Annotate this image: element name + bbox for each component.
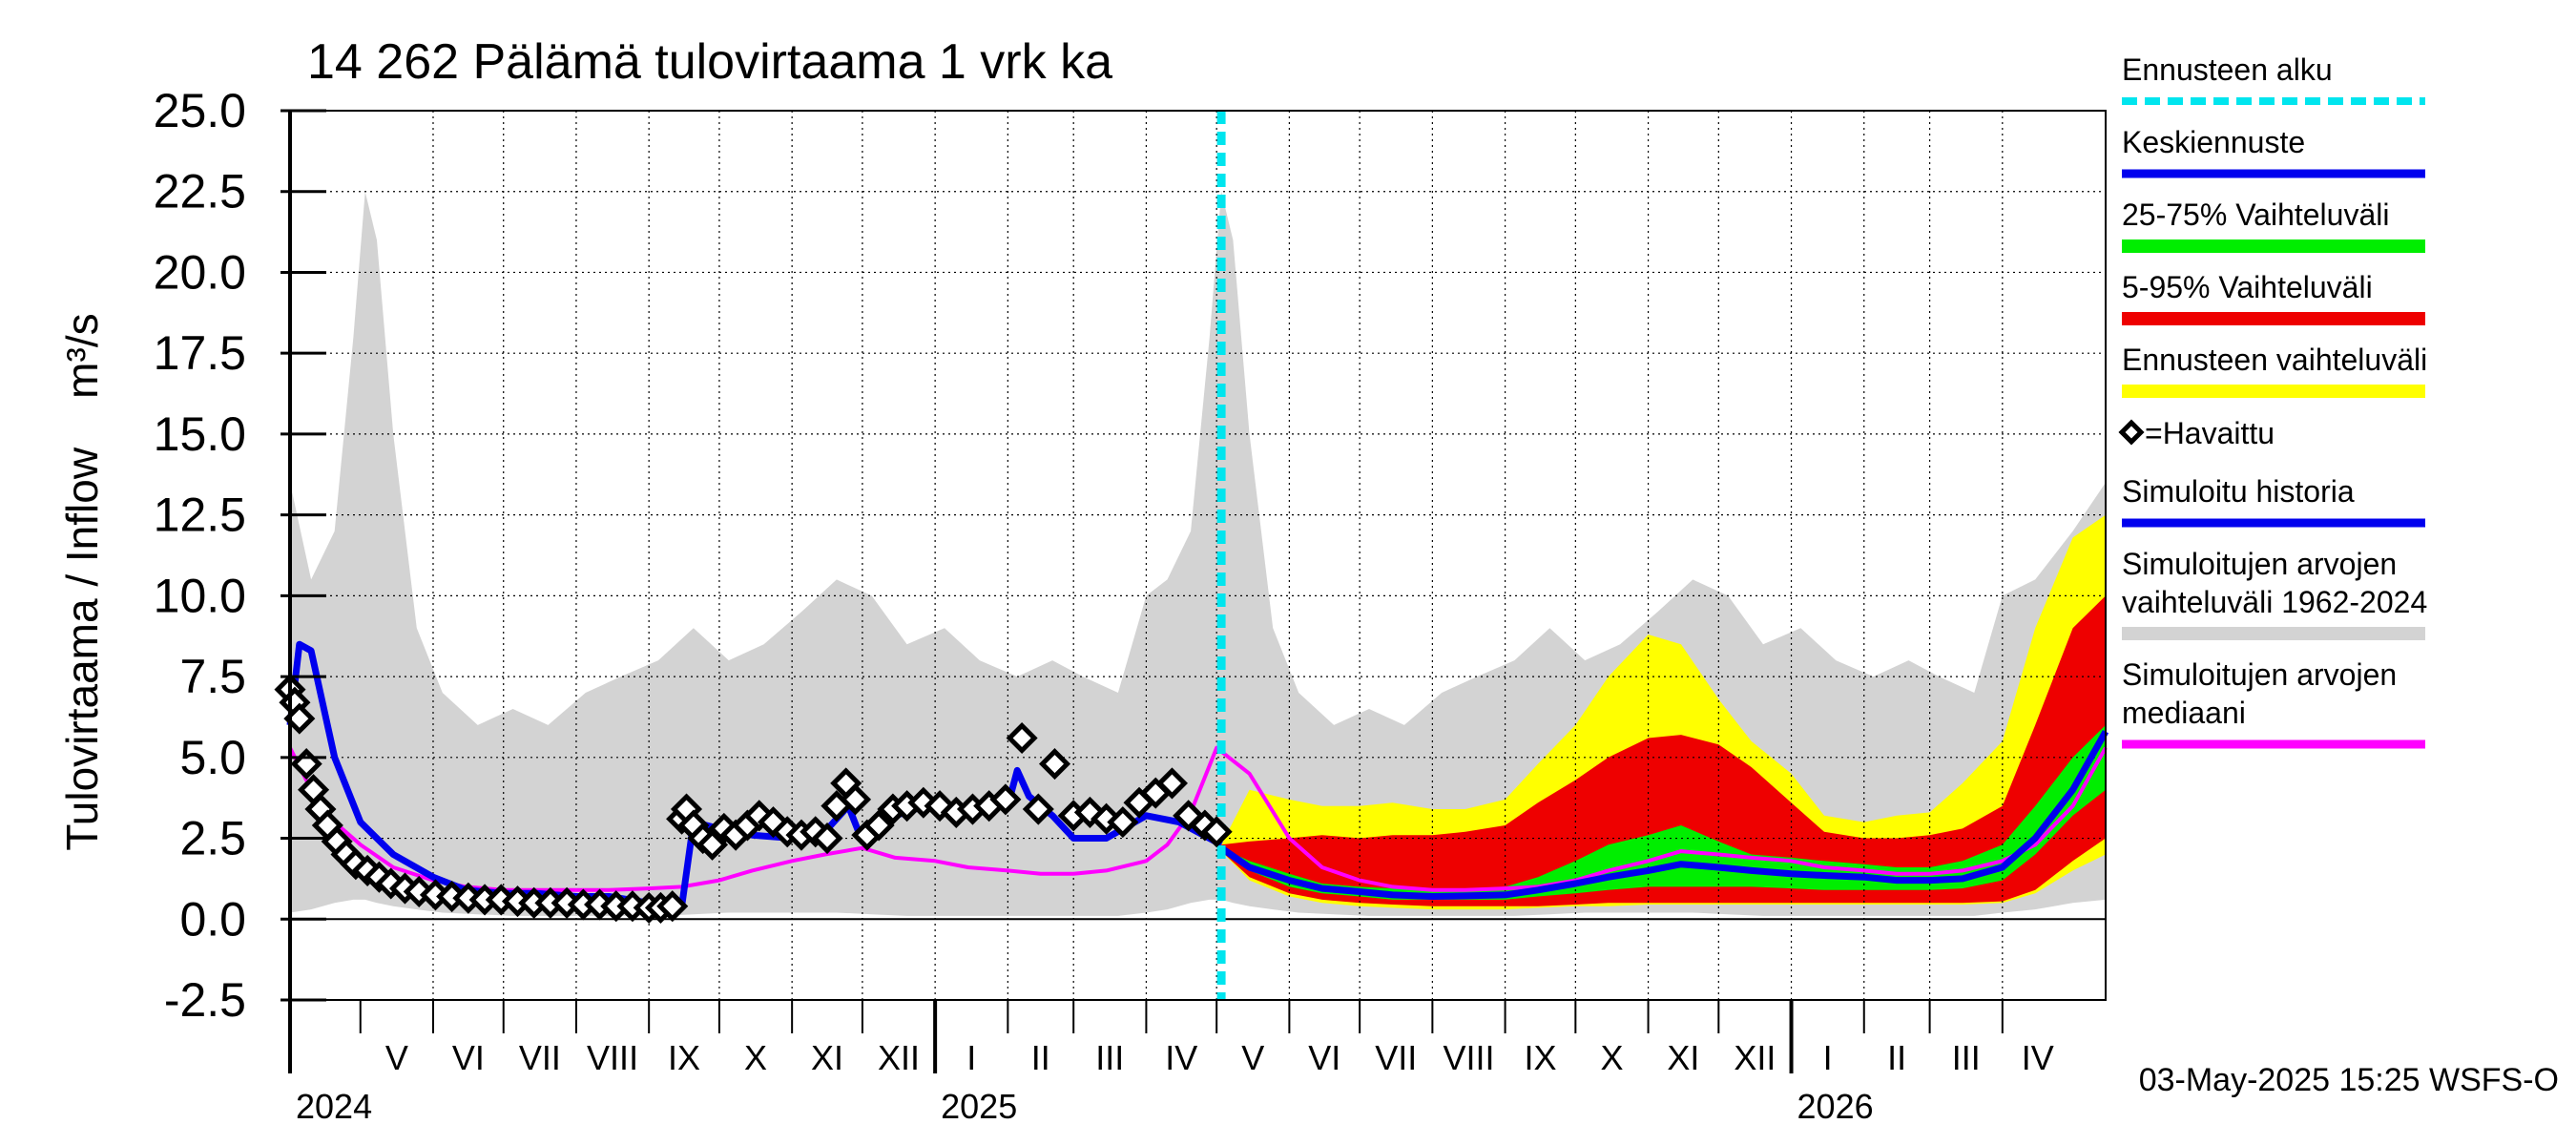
legend-label: 25-75% Vaihteluväli: [2122, 198, 2389, 232]
legend-label: Keskiennuste: [2122, 125, 2305, 159]
legend-label: =Havaittu: [2145, 416, 2275, 450]
x-tick-label: VI: [452, 1038, 485, 1077]
legend-item-ennusteen-alku: Ennusteen alku: [2122, 52, 2425, 105]
y-tick-label: 10.0: [154, 569, 246, 622]
legend-label: Simuloitujen arvojen: [2122, 547, 2397, 581]
x-tick-label: I: [1823, 1038, 1833, 1077]
x-tick-label: IX: [1524, 1038, 1556, 1077]
y-tick-label: 15.0: [154, 407, 246, 461]
observed-marker: [811, 822, 843, 855]
y-tick-label: 12.5: [154, 489, 246, 542]
observed-marker: [840, 783, 872, 816]
legend-item-5-95-vaihteluv-li: 5-95% Vaihteluväli: [2122, 270, 2425, 325]
y-tick-label: 5.0: [179, 731, 246, 784]
footer-timestamp: 03-May-2025 15:25 WSFS-O: [2139, 1062, 2559, 1098]
x-tick-label: III: [1952, 1038, 1981, 1077]
legend-marker: [2118, 419, 2145, 446]
band-5-95-vaihteluv-li: [1221, 595, 2106, 906]
x-tick-label: XII: [1734, 1038, 1776, 1077]
observed-marker: [1022, 793, 1054, 825]
legend-item-simuloitujen-arvojen-mediaani: Simuloitujen arvojen mediaani: [2122, 657, 2425, 749]
x-tick-label: IX: [668, 1038, 700, 1077]
y-tick-label: 2.5: [179, 812, 246, 865]
x-tick-label: I: [966, 1038, 976, 1077]
legend-label: mediaani: [2122, 696, 2246, 730]
x-tick-label: XI: [1667, 1038, 1699, 1077]
observed-marker: [656, 890, 689, 923]
observed-marker: [1107, 806, 1139, 839]
line-keskiennuste: [1219, 729, 2109, 900]
plot-frame: [288, 110, 2107, 1073]
legend-item-havaittu: =Havaittu: [2118, 416, 2275, 450]
legend-label: Ennusteen vaihteluväli: [2122, 343, 2427, 377]
legend-label: Simuloitujen arvojen: [2122, 657, 2397, 692]
x-tick-label: VII: [1375, 1038, 1417, 1077]
legend-label: 5-95% Vaihteluväli: [2122, 270, 2373, 304]
x-tick-label: II: [1887, 1038, 1906, 1077]
x-tick-label: XII: [878, 1038, 920, 1077]
y-tick-label: 25.0: [154, 84, 246, 137]
year-label: 2026: [1797, 1087, 1874, 1126]
y-tick-label: 0.0: [179, 892, 246, 946]
x-tick-label: V: [1241, 1038, 1264, 1077]
legend-item-keskiennuste: Keskiennuste: [2122, 125, 2425, 178]
x-axis: V VI VII VIII IX X XI XII I II III IV V VI VII VIII IX X X…: [296, 1000, 2054, 1126]
legend-item-25-75-vaihteluv-li: 25-75% Vaihteluväli: [2122, 198, 2425, 253]
observed-marker: [1038, 748, 1071, 781]
y-tick-label: -2.5: [164, 973, 246, 1027]
x-tick-label: IV: [2022, 1038, 2054, 1077]
legend-label: Ennusteen alku: [2122, 52, 2333, 87]
x-tick-label: XI: [811, 1038, 843, 1077]
year-label: 2025: [941, 1087, 1017, 1126]
x-tick-label: V: [385, 1038, 408, 1077]
y-tick-label: 17.5: [154, 326, 246, 380]
chart-title: 14 262 Pälämä tulovirtaama 1 vrk ka: [307, 34, 1112, 90]
y-tick-label: 22.5: [154, 165, 246, 219]
x-tick-label: VIII: [1443, 1038, 1494, 1077]
legend: Ennusteen alku Keskiennuste 25-75% Vaihtel…: [2118, 52, 2427, 749]
legend-label: Simuloitu historia: [2122, 474, 2355, 509]
legend-item-simuloitujen-arvojen-vaihteluv-li-1962-2024: Simuloitujen arvojen vaihteluväli 1962-20…: [2122, 547, 2427, 640]
x-tick-label: X: [744, 1038, 767, 1077]
x-tick-label: X: [1600, 1038, 1623, 1077]
observed-marker: [1006, 721, 1038, 755]
legend-label: vaihteluväli 1962-2024: [2122, 585, 2427, 619]
observed-marker: [989, 783, 1022, 816]
observed-marker: [862, 809, 895, 842]
x-tick-label: II: [1031, 1038, 1050, 1077]
x-tick-label: IV: [1165, 1038, 1197, 1077]
observed-marker: [1155, 767, 1188, 800]
y-axis: 25.0 22.5 20.0 17.5 15.0 12.5 10.0 7.5 5.0 2.5 0.0…: [154, 84, 326, 1027]
y-axis-label: Tulovirtaama / Inflow m³/s: [57, 313, 107, 850]
y-tick-label: 7.5: [179, 650, 246, 703]
legend-item-simuloitu-historia: Simuloitu historia: [2122, 474, 2425, 528]
x-tick-label: III: [1095, 1038, 1124, 1077]
year-label: 2024: [296, 1087, 372, 1126]
legend-item-ennusteen-vaihteluv-li: Ennusteen vaihteluväli: [2122, 343, 2427, 398]
observed-marker: [1200, 816, 1233, 848]
x-tick-label: VI: [1308, 1038, 1340, 1077]
band-ennusteen-vaihteluv-li: [1221, 514, 2106, 910]
x-tick-label: VIII: [587, 1038, 638, 1077]
x-tick-label: VII: [519, 1038, 561, 1077]
y-tick-label: 20.0: [154, 245, 246, 299]
